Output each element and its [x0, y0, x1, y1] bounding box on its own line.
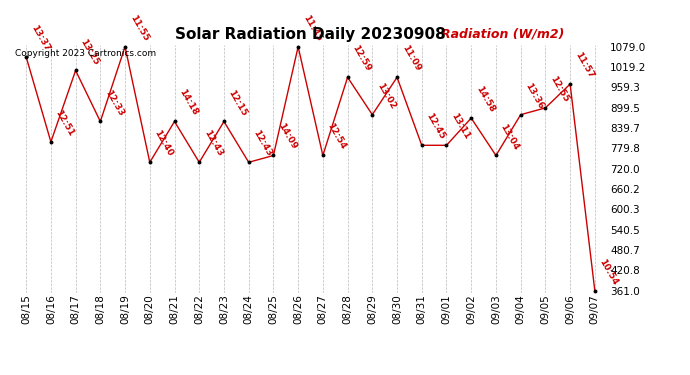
- Text: 13:11: 13:11: [449, 112, 471, 141]
- Text: 12:43: 12:43: [251, 129, 274, 158]
- Point: [416, 142, 427, 148]
- Point: [515, 112, 526, 118]
- Point: [194, 159, 205, 165]
- Text: 13:25: 13:25: [79, 37, 101, 66]
- Point: [169, 118, 180, 124]
- Text: 12:45: 12:45: [424, 112, 446, 141]
- Text: 13:36: 13:36: [524, 81, 546, 111]
- Point: [46, 139, 57, 145]
- Point: [466, 115, 477, 121]
- Text: Copyright 2023 Cartronics.com: Copyright 2023 Cartronics.com: [15, 49, 156, 58]
- Point: [243, 159, 254, 165]
- Text: 12:54: 12:54: [326, 122, 348, 152]
- Text: 12:40: 12:40: [152, 129, 175, 158]
- Text: 13:04: 13:04: [499, 122, 521, 152]
- Text: 12:55: 12:55: [548, 75, 570, 104]
- Point: [268, 153, 279, 159]
- Point: [367, 112, 378, 118]
- Point: [441, 142, 452, 148]
- Point: [70, 68, 81, 74]
- Text: 11:55: 11:55: [128, 13, 150, 42]
- Text: 12:59: 12:59: [351, 44, 373, 73]
- Point: [391, 74, 402, 80]
- Text: 12:15: 12:15: [227, 88, 249, 117]
- Text: 12:51: 12:51: [54, 108, 76, 138]
- Point: [144, 159, 155, 165]
- Title: Solar Radiation Daily 20230908: Solar Radiation Daily 20230908: [175, 27, 446, 42]
- Text: 12:43: 12:43: [202, 129, 224, 158]
- Point: [540, 105, 551, 111]
- Point: [589, 288, 600, 294]
- Text: 11:57: 11:57: [573, 51, 595, 80]
- Text: Radiation (W/m2): Radiation (W/m2): [441, 27, 564, 40]
- Text: 10:54: 10:54: [598, 257, 620, 286]
- Text: 13:02: 13:02: [375, 81, 397, 111]
- Text: 14:09: 14:09: [276, 122, 298, 152]
- Point: [119, 44, 130, 50]
- Text: 11:09: 11:09: [400, 44, 422, 73]
- Point: [293, 44, 304, 50]
- Point: [491, 153, 502, 159]
- Point: [564, 81, 575, 87]
- Point: [21, 54, 32, 60]
- Text: 14:58: 14:58: [474, 84, 496, 114]
- Point: [342, 74, 353, 80]
- Text: 12:33: 12:33: [103, 88, 125, 117]
- Text: 11:45: 11:45: [301, 13, 323, 42]
- Text: 14:18: 14:18: [177, 88, 199, 117]
- Point: [95, 118, 106, 124]
- Text: 13:37: 13:37: [29, 23, 51, 53]
- Point: [219, 118, 230, 124]
- Point: [317, 153, 328, 159]
